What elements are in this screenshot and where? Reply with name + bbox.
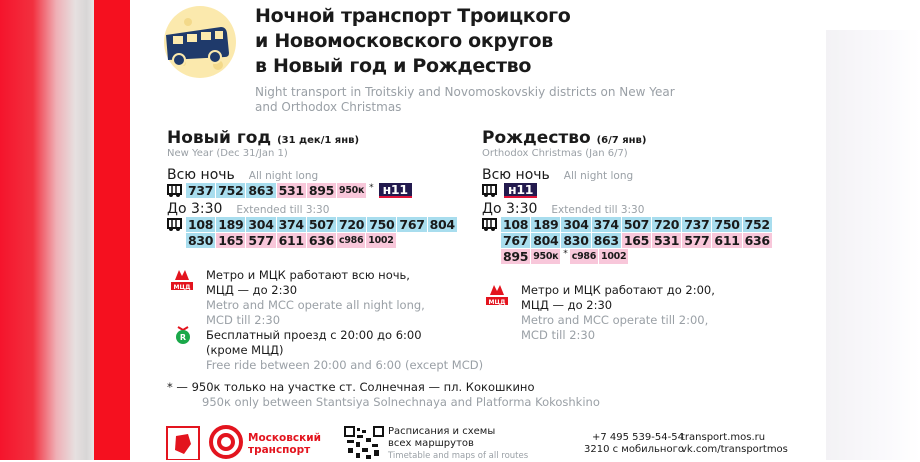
section-subtitle: New Year (Dec 31/Jan 1) [167,148,288,159]
route-chip[interactable]: 895 [306,183,337,198]
moscow-transport-logo [209,425,243,459]
route-chip[interactable]: с986 [569,249,599,264]
phone-number: +7 495 539-54-54 [592,432,684,443]
route-chip[interactable]: 1002 [366,233,396,248]
page-title: Ночной транспорт Троицкого и Новомосковс… [255,5,675,114]
bus-icon [167,218,186,231]
route-chip[interactable]: 189 [531,217,561,232]
all-night-routes: н11 [482,183,782,198]
route-chip[interactable]: 531 [652,233,682,248]
route-chip[interactable]: 950к [337,183,367,198]
route-chip[interactable]: 165 [216,233,246,248]
bus-icon [167,184,186,197]
route-chip[interactable]: 611 [276,233,306,248]
route-row: н11 [482,183,782,198]
website-link[interactable]: transport.mos.ru [681,432,766,443]
route-chip[interactable]: 611 [712,233,742,248]
metro-note: МЦД Метро и МЦК работают до 2:00, МЦД — … [482,283,782,343]
route-row: 767 804 830 863 165 531 577 611 636 [501,233,782,248]
route-chip[interactable]: 577 [682,233,712,248]
schedule-info: Расписания и схемы всех маршрутов Timetab… [388,426,529,461]
route-chip[interactable]: с986 [337,233,366,248]
svg-text:МЦД: МЦД [489,299,506,306]
route-chip[interactable]: 304 [561,217,591,232]
route-chip[interactable]: 507 [306,217,337,232]
section-title: Рождество [482,128,591,148]
bus-icon [482,218,501,231]
route-row: 737 752 863 531 895 950к * н11 [167,183,467,198]
svg-text:R: R [180,333,186,342]
route-chip[interactable]: 531 [276,183,306,198]
route-chip[interactable]: 767 [397,217,427,232]
metro-mcd-icon: МЦД [171,270,193,291]
route-chip[interactable]: 720 [337,217,367,232]
new-year-section: Новый год (31 дек/1 янв) New Year (Dec 3… [167,128,467,249]
route-chip[interactable]: 636 [742,233,772,248]
route-chip[interactable]: 304 [246,217,276,232]
extended-routes: 108 189 304 374 507 720 737 750 752 767 804 830 863 1… [482,217,782,264]
christmas-section: Рождество (6/7 янв) Orthodox Christmas (… [482,128,782,265]
route-chip[interactable]: 830 [561,233,591,248]
route-chip[interactable]: 189 [216,217,246,232]
section-dates: (6/7 янв) [596,135,647,146]
route-chip[interactable]: 108 [186,217,216,232]
route-chip[interactable]: 374 [276,217,306,232]
section-subtitle: Orthodox Christmas (Jan 6/7) [482,148,628,159]
footnote-marker: * [369,183,374,193]
moon-bus-icon [164,6,236,78]
route-chip[interactable]: 895 [501,249,531,264]
route-chip[interactable]: 737 [186,183,216,198]
section-dates: (31 дек/1 янв) [277,135,360,146]
brand-name: Московский транспорт [248,432,321,456]
footnote: * — 950к только на участке ст. Солнечная… [167,380,600,409]
all-night-routes: 737 752 863 531 895 950к * н11 [167,183,467,198]
footnote-marker: * [563,249,568,259]
qr-code[interactable] [344,426,384,460]
route-chip[interactable]: 577 [246,233,276,248]
contact-phones: +7 495 539-54-54 3210 с мобильного [584,432,684,456]
metro-note: МЦД Метро и МЦК работают всю ночь, МЦД —… [167,268,467,328]
free-ride-note: R Бесплатный проезд с 20:00 до 6:00 (кро… [167,326,487,373]
background-left [0,0,94,460]
route-chip[interactable]: 950к [531,249,561,264]
route-chip[interactable]: 804 [427,217,457,232]
route-chip[interactable]: 752 [742,217,772,232]
route-chip[interactable]: 507 [621,217,652,232]
route-chip[interactable]: 830 [186,233,216,248]
route-chip[interactable]: 374 [591,217,621,232]
route-chip[interactable]: 720 [652,217,682,232]
route-chip[interactable]: 1002 [599,249,629,264]
route-chip[interactable]: н11 [378,183,412,198]
svg-text:МЦД: МЦД [174,284,191,291]
free-ride-icon: R [176,326,190,344]
extended-routes: 108 189 304 374 507 720 750 767 804 830 165 577 611 6… [167,217,467,248]
moscow-coat-of-arms-icon [166,426,200,460]
route-row: 108 189 304 374 507 720 750 767 804 [167,217,467,232]
bus-icon [482,184,501,197]
contact-links: transport.mos.ru vk.com/transportmos [681,432,788,456]
route-row: 895 950к * с986 1002 [501,249,782,264]
route-chip[interactable]: 108 [501,217,531,232]
route-chip[interactable]: 750 [367,217,397,232]
route-chip[interactable]: 863 [591,233,621,248]
section-title: Новый год [167,128,272,148]
background-right [826,30,920,460]
metro-mcd-icon: МЦД [486,285,508,306]
route-chip[interactable]: 767 [501,233,531,248]
route-chip[interactable]: 863 [246,183,276,198]
route-chip[interactable]: 165 [621,233,652,248]
short-number: 3210 с мобильного [584,444,684,455]
route-chip[interactable]: 752 [216,183,246,198]
route-chip[interactable]: 750 [712,217,742,232]
vk-link[interactable]: vk.com/transportmos [681,444,788,455]
route-chip[interactable]: 636 [306,233,337,248]
route-chip[interactable]: 804 [531,233,561,248]
route-row: 830 165 577 611 636 с986 1002 [186,233,467,248]
route-chip[interactable]: н11 [504,183,538,198]
route-chip[interactable]: 737 [682,217,712,232]
red-stripe [94,0,130,460]
route-row: 108 189 304 374 507 720 737 750 752 [482,217,782,232]
